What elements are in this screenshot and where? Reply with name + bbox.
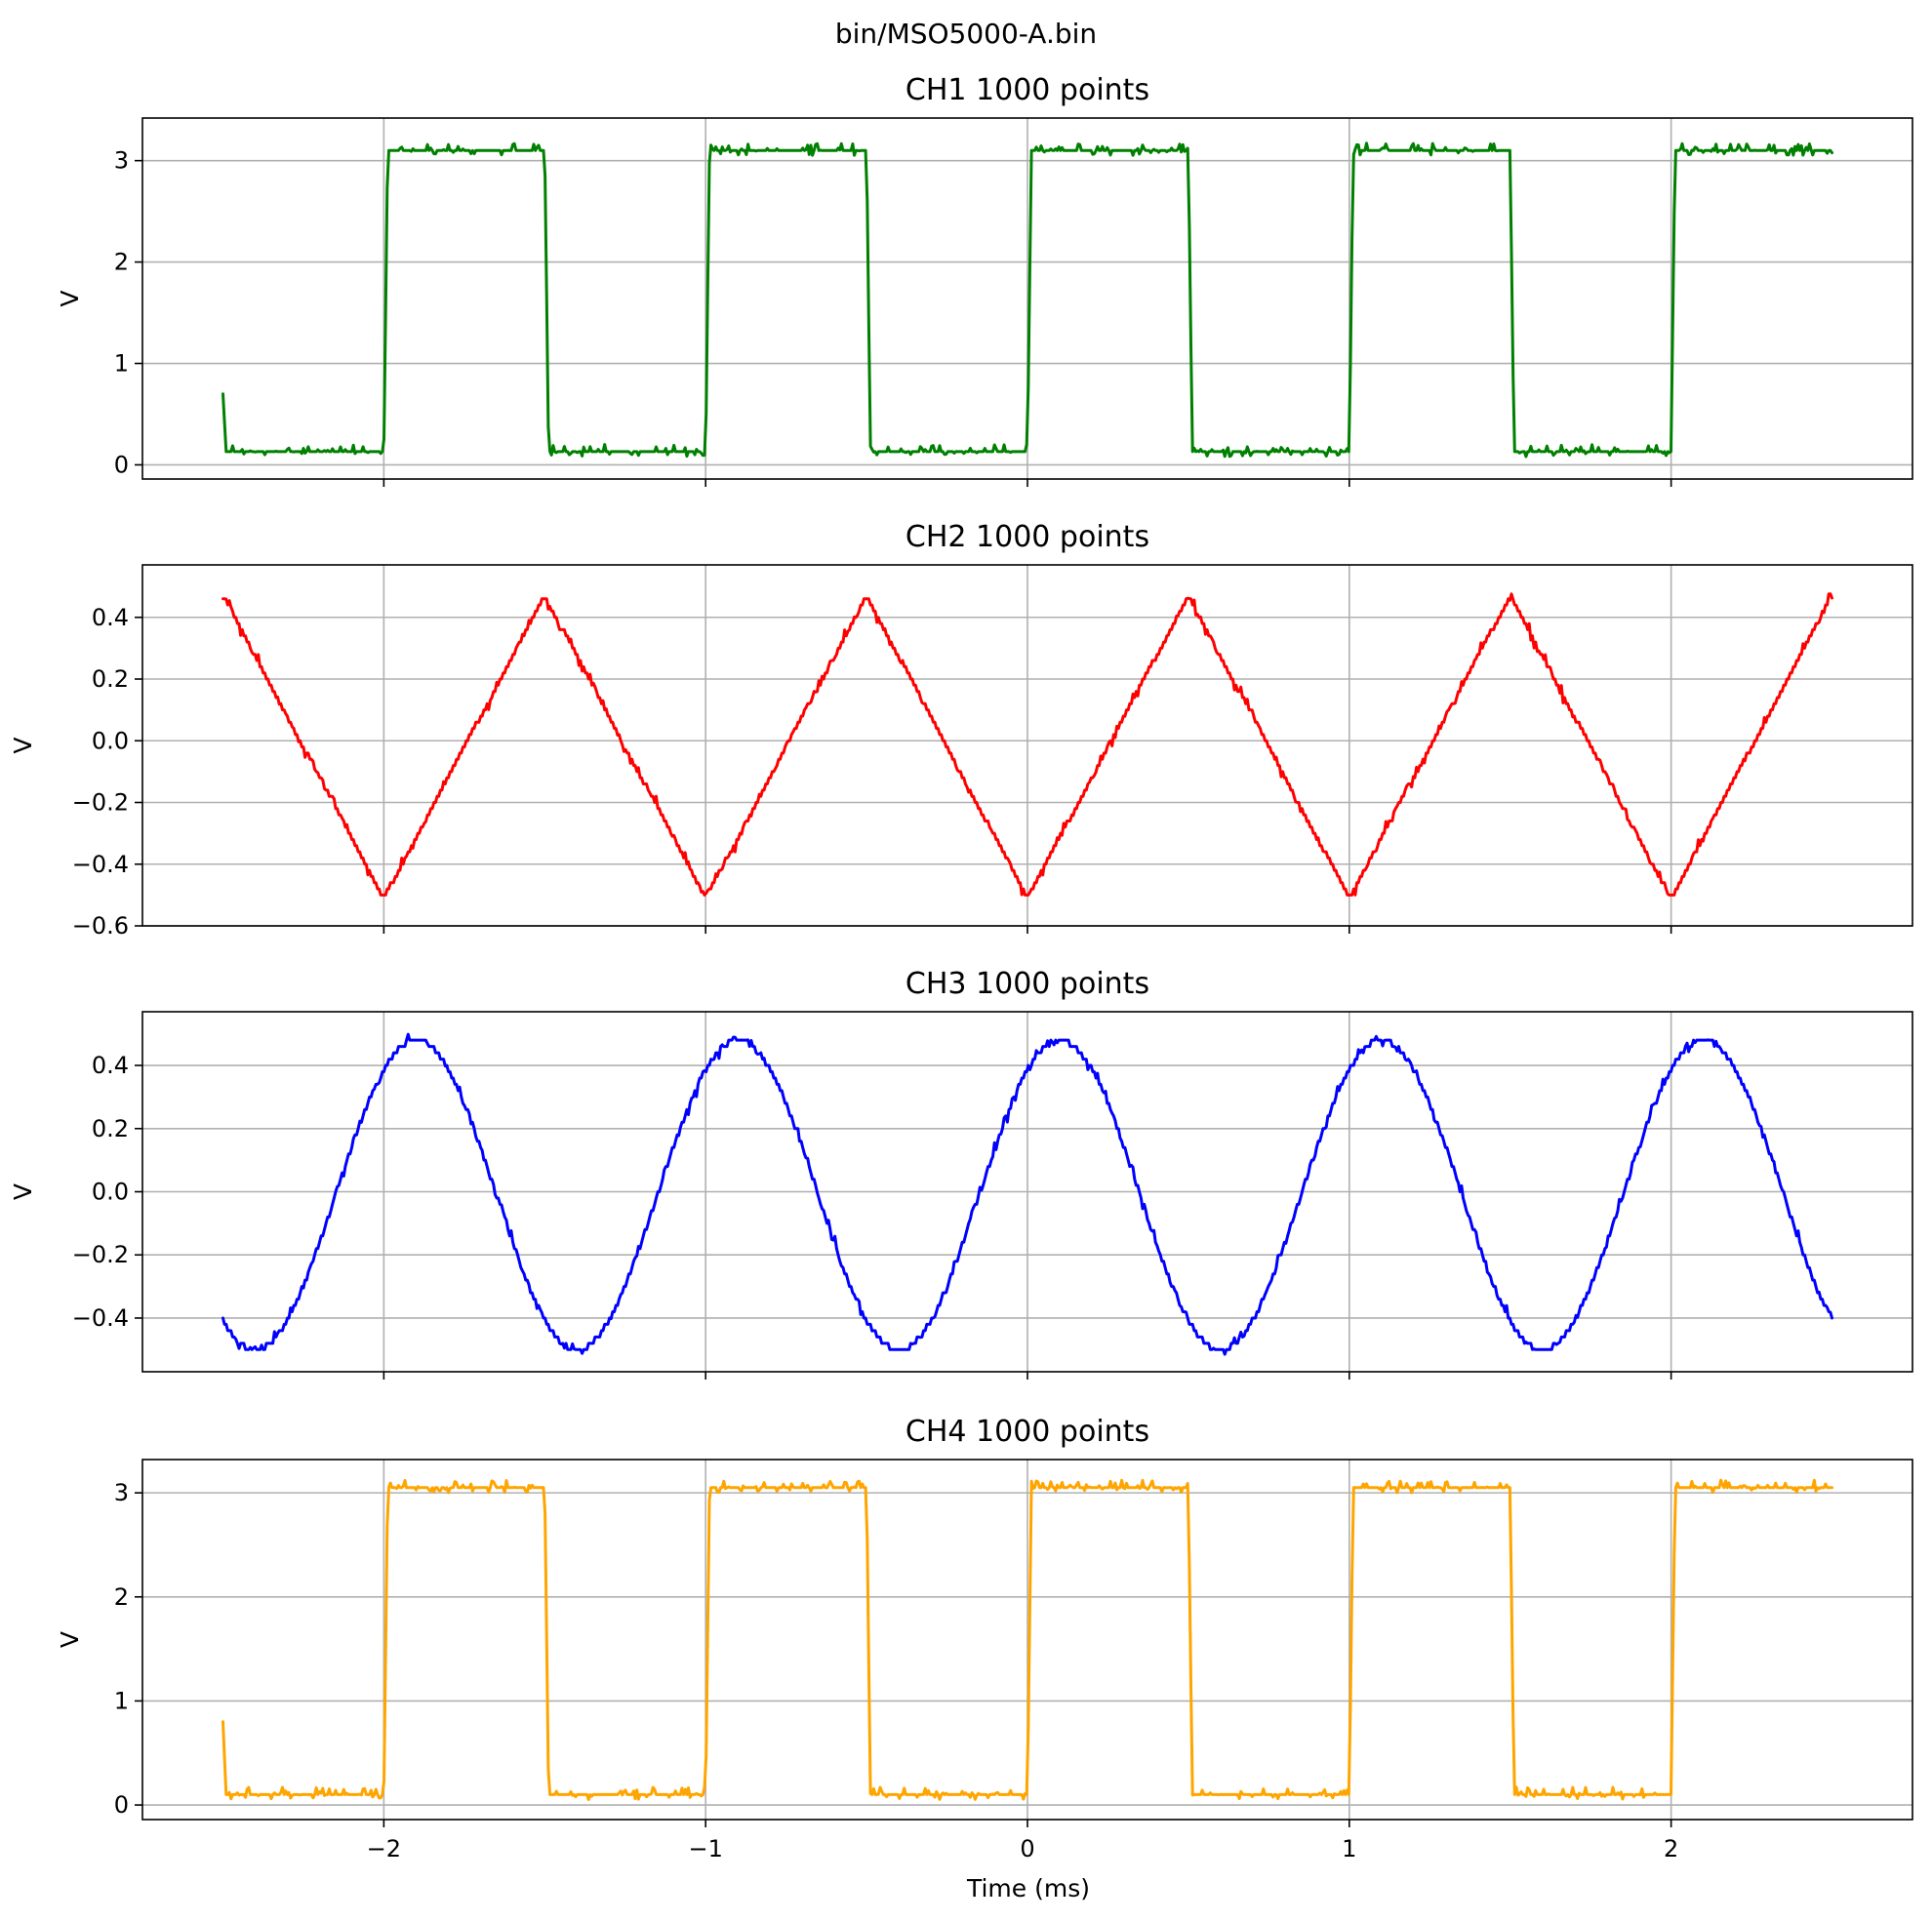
panel-title: CH4 1000 points (906, 1415, 1149, 1449)
panel-ch3: −0.4 −0.2 0.0 0.2 0.4 CH3 1000 points V (9, 967, 1913, 1380)
y-tick-label: 3 (114, 1479, 129, 1506)
y-tick-label: −0.6 (72, 912, 129, 940)
x-tick-label: 0 (1020, 1835, 1034, 1862)
panel-title: CH1 1000 points (906, 73, 1149, 107)
y-axis-label: V (9, 1183, 37, 1200)
y-axis-label: V (56, 290, 84, 306)
y-tick-label: 0.0 (92, 1179, 129, 1206)
y-tick-label: 2 (114, 1583, 129, 1611)
x-tick-label: 2 (1664, 1835, 1678, 1862)
series-line-ch4 (221, 1478, 1833, 1801)
x-tick-label: −2 (367, 1835, 401, 1862)
y-tick-label: −0.4 (72, 851, 129, 878)
panel-title: CH2 1000 points (906, 520, 1149, 554)
y-tick-label: −0.4 (72, 1304, 129, 1332)
panel-ch4: 0 1 2 3 −2 −1 0 1 2 CH4 1000 points V (56, 1415, 1913, 1862)
panel-ch2: −0.6 −0.4 −0.2 0.0 0.2 0.4 CH2 1000 points V (9, 520, 1913, 940)
y-tick-label: 3 (114, 147, 129, 175)
y-tick-label: 0 (114, 451, 129, 478)
x-tick-label: 1 (1342, 1835, 1356, 1862)
series-line-ch1 (221, 141, 1833, 459)
y-tick-label: 0.4 (92, 604, 129, 631)
y-tick-label: 1 (114, 350, 129, 378)
y-tick-label: 0.2 (92, 665, 129, 693)
y-tick-label: 0.0 (92, 727, 129, 754)
figure-suptitle: bin/MSO5000-A.bin (835, 18, 1097, 50)
y-tick-label: −0.2 (72, 789, 129, 817)
x-axis-label: Time (ms) (966, 1874, 1090, 1902)
panel-ch1: 0 1 2 3 CH1 1000 points V (56, 73, 1913, 487)
y-tick-label: 0 (114, 1791, 129, 1819)
y-axis-label: V (9, 737, 37, 753)
y-tick-label: 2 (114, 249, 129, 276)
series-line-ch2 (221, 592, 1833, 897)
y-axis-label: V (56, 1631, 84, 1648)
series-line-ch3 (221, 1032, 1833, 1356)
y-tick-label: 0.4 (92, 1052, 129, 1079)
y-tick-label: 1 (114, 1687, 129, 1714)
x-tick-label: −1 (688, 1835, 722, 1862)
panel-title: CH3 1000 points (906, 967, 1149, 1001)
y-tick-label: −0.2 (72, 1241, 129, 1268)
y-tick-label: 0.2 (92, 1115, 129, 1142)
